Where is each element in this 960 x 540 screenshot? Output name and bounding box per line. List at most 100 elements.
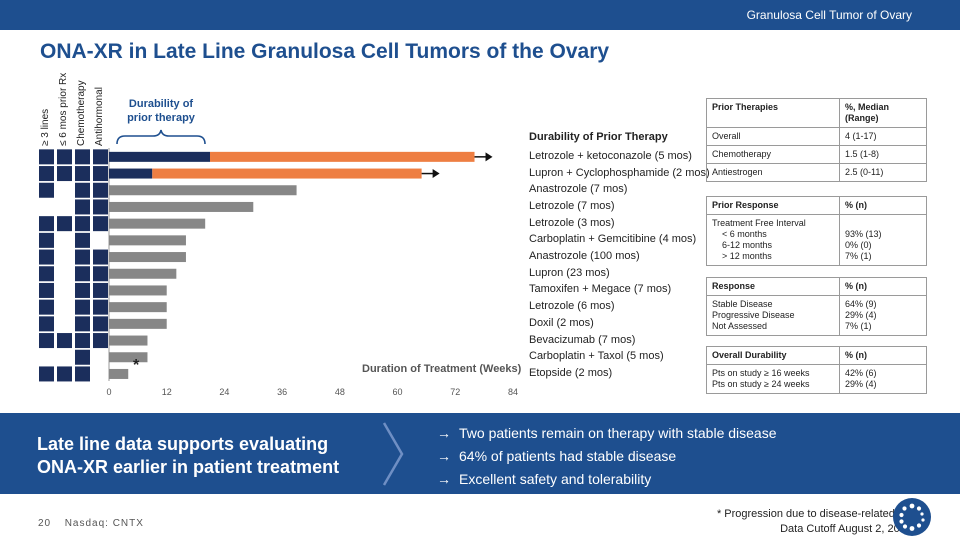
bar bbox=[109, 318, 167, 329]
category-label: Letrozole (6 mos) bbox=[529, 300, 615, 313]
category-label: Carboplatin + Taxol (5 mos) bbox=[529, 350, 664, 363]
category-label: Etopside (2 mos) bbox=[529, 366, 613, 379]
table-cell: 42% (6) 29% (4) bbox=[839, 364, 927, 394]
bar bbox=[109, 201, 254, 212]
indicator-square bbox=[39, 266, 54, 282]
category-label: Bevacizumab (7 mos) bbox=[529, 333, 636, 346]
category-label: Letrozole (3 mos) bbox=[529, 216, 615, 229]
bar bbox=[109, 368, 129, 379]
row-label: Progressive Disease bbox=[712, 310, 795, 320]
indicator-square bbox=[93, 299, 108, 315]
indicator-square bbox=[39, 232, 54, 248]
category-label: Anastrozole (7 mos) bbox=[529, 183, 628, 196]
bullet-text: Two patients remain on therapy with stab… bbox=[459, 425, 777, 441]
row-value: 42% (6) bbox=[845, 368, 877, 378]
x-tick-label: 84 bbox=[507, 387, 518, 397]
indicator-square bbox=[75, 316, 90, 332]
indicator-square bbox=[93, 333, 108, 349]
x-tick-label: 60 bbox=[392, 387, 403, 397]
table-cell: Treatment Free Interval < 6 months 6-12 … bbox=[706, 214, 840, 266]
indicator-square bbox=[57, 216, 72, 232]
banner-headline: Late line data supports evaluating ONA-X… bbox=[37, 433, 339, 479]
chevron-right-icon bbox=[382, 422, 404, 486]
row-value: 7% (1) bbox=[845, 321, 872, 331]
indicator-square bbox=[93, 199, 108, 215]
indicator-square bbox=[39, 216, 54, 232]
headline-line: ONA-XR earlier in patient treatment bbox=[37, 457, 340, 477]
bullet-item: → Two patients remain on therapy with sta… bbox=[437, 425, 777, 441]
bar bbox=[109, 352, 148, 363]
row-value: 29% (4) bbox=[845, 310, 877, 320]
x-tick-label: 72 bbox=[450, 387, 461, 397]
x-tick-label: 12 bbox=[161, 387, 172, 397]
table-header: Response bbox=[706, 277, 840, 296]
indicator-square bbox=[75, 149, 90, 165]
indicator-square bbox=[93, 266, 108, 282]
indicator-square bbox=[75, 282, 90, 298]
headline-line: Late line data supports evaluating bbox=[37, 434, 329, 454]
table-header: %, Median (Range) bbox=[839, 98, 927, 128]
table-row: Chemotherapy 1.5 (1-8) bbox=[706, 145, 927, 164]
indicator-square bbox=[75, 182, 90, 198]
prior-therapies-table: Prior Therapies %, Median (Range) Overal… bbox=[706, 98, 927, 182]
row-label: Stable Disease bbox=[712, 299, 773, 309]
row-value: 64% (9) bbox=[845, 299, 877, 309]
row-label: 6-12 months bbox=[722, 240, 773, 250]
bullet-item: → Excellent safety and tolerability bbox=[437, 471, 651, 487]
table-cell: Overall bbox=[706, 127, 840, 146]
table-cell: 64% (9) 29% (4) 7% (1) bbox=[839, 295, 927, 336]
company-logo-icon[interactable] bbox=[892, 497, 932, 537]
table-cell: Stable Disease Progressive Disease Not A… bbox=[706, 295, 840, 336]
row-value: 0% (0) bbox=[845, 240, 872, 250]
indicator-square bbox=[75, 266, 90, 282]
footnote-line: Data Cutoff August 2, 2021 bbox=[780, 523, 912, 535]
indicator-square bbox=[93, 166, 108, 182]
indicator-square bbox=[57, 366, 72, 382]
page-number: 20 bbox=[38, 518, 52, 529]
category-label: Letrozole (7 mos) bbox=[529, 199, 615, 212]
indicator-square bbox=[93, 182, 108, 198]
table-cell: 2.5 (0-11) bbox=[839, 163, 927, 182]
indicator-square bbox=[39, 166, 54, 182]
table-header: Prior Therapies bbox=[706, 98, 840, 128]
table-cell: 1.5 (1-8) bbox=[839, 145, 927, 164]
table-header: % (n) bbox=[839, 196, 927, 215]
table-header: Overall Durability bbox=[706, 346, 840, 365]
page-title: ONA-XR in Late Line Granulosa Cell Tumor… bbox=[40, 40, 610, 63]
table-cell: Pts on study ≥ 16 weeks Pts on study ≥ 2… bbox=[706, 364, 840, 394]
indicator-square bbox=[75, 333, 90, 349]
top-bar: Granulosa Cell Tumor of Ovary bbox=[0, 0, 960, 30]
row-label: Pts on study ≥ 16 weeks bbox=[712, 368, 810, 378]
duration-chart bbox=[39, 129, 493, 382]
ticker-label: Nasdaq: CNTX bbox=[64, 518, 144, 529]
bar bbox=[109, 285, 167, 296]
group-label: Treatment Free Interval bbox=[712, 218, 806, 228]
category-label: Lupron + Cyclophosphamide (2 mos) bbox=[529, 166, 710, 179]
indicator-square bbox=[93, 316, 108, 332]
indicator-square bbox=[93, 149, 108, 165]
table-cell: 93% (13) 0% (0) 7% (1) bbox=[839, 214, 927, 266]
indicator-square bbox=[75, 166, 90, 182]
category-label: Letrozole + ketoconazole (5 mos) bbox=[529, 149, 692, 162]
bar bbox=[109, 302, 167, 313]
table-cell: Chemotherapy bbox=[706, 145, 840, 164]
x-tick-label: 48 bbox=[334, 387, 345, 397]
indicator-square bbox=[39, 149, 54, 165]
table-row: Treatment Free Interval < 6 months 6-12 … bbox=[706, 214, 927, 266]
table-header: Prior Response bbox=[706, 196, 840, 215]
footnote: * Progression due to disease-related AE … bbox=[717, 507, 912, 537]
indicator-square bbox=[39, 366, 54, 382]
bar bbox=[109, 168, 153, 179]
bar-group bbox=[109, 151, 493, 379]
chart-title: Durability of Prior Therapy bbox=[529, 131, 668, 143]
bar bbox=[109, 185, 297, 196]
bar bbox=[109, 235, 186, 246]
x-tick-label: 36 bbox=[277, 387, 288, 397]
progression-asterisk: * bbox=[133, 357, 140, 374]
indicator-square bbox=[39, 282, 54, 298]
indicator-square bbox=[39, 182, 54, 198]
bar bbox=[109, 335, 148, 346]
bar bbox=[152, 168, 422, 179]
indicator-square bbox=[93, 282, 108, 298]
indicator-square bbox=[75, 216, 90, 232]
